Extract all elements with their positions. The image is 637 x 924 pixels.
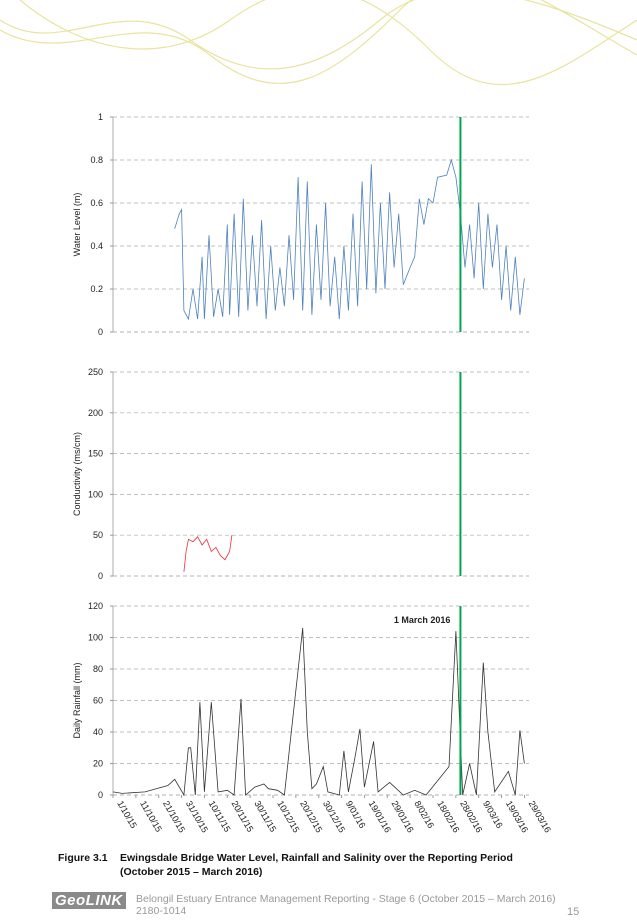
y-axis-title: Conductivity (ms/cm) — [72, 432, 82, 516]
y-tick-label: 60 — [93, 696, 103, 706]
y-tick-label: 0 — [98, 327, 103, 337]
page-number: 15 — [567, 906, 580, 918]
footer: Belongil Estuary Entrance Management Rep… — [136, 893, 576, 917]
y-tick-label: 50 — [93, 530, 103, 540]
data-line — [174, 158, 525, 321]
y-tick-label: 0 — [98, 571, 103, 581]
y-tick-label: 120 — [88, 601, 103, 611]
x-tick-label: 9/01/16 — [344, 799, 368, 830]
x-tick-label: 11/10/15 — [138, 799, 164, 834]
x-tick-label: 31/10/15 — [184, 799, 210, 834]
x-tick-label: 21/10/15 — [161, 799, 187, 834]
x-tick-label: 29/03/16 — [527, 799, 553, 834]
logo: GeoLINK — [52, 892, 126, 909]
x-tick-label: 30/12/15 — [321, 799, 347, 834]
caption-text: Ewingsdale Bridge Water Level, Rainfall … — [120, 852, 513, 864]
caption: Figure 3.1 Ewingsdale Bridge Water Level,… — [58, 851, 578, 879]
y-tick-label: 0.8 — [90, 155, 103, 165]
y-tick-label: 150 — [88, 449, 103, 459]
data-line — [112, 627, 525, 797]
x-tick-label: 20/11/15 — [230, 799, 256, 834]
x-tick-label: 20/12/15 — [298, 799, 324, 834]
y-tick-label: 0.6 — [90, 198, 103, 208]
x-tick-label: 1/10/15 — [115, 799, 139, 830]
x-tick-label: 8/02/16 — [412, 799, 436, 830]
x-tick-label: 19/03/16 — [504, 799, 530, 834]
x-tick-label: 9/03/16 — [481, 799, 505, 830]
y-tick-label: 200 — [88, 408, 103, 418]
y-tick-label: 0 — [98, 790, 103, 800]
y-axis-title: Daily Rainfall (mm) — [72, 662, 82, 738]
x-tick-label: 19/01/16 — [367, 799, 393, 834]
y-axis-title: Water Level (m) — [72, 193, 82, 257]
caption-number: Figure 3.1 — [58, 852, 108, 864]
x-tick-label: 30/11/15 — [252, 799, 278, 834]
footer-ref: 2180-1014 — [136, 905, 187, 917]
x-tick-label: 10/12/15 — [275, 799, 301, 834]
header-waves — [0, 0, 637, 86]
x-tick-label: 18/02/16 — [435, 799, 461, 834]
y-tick-label: 0.4 — [90, 241, 103, 251]
caption-text: (October 2015 – March 2016) — [120, 866, 263, 878]
x-tick-label: 28/02/16 — [458, 799, 484, 834]
data-line — [183, 535, 233, 572]
y-tick-label: 100 — [88, 489, 103, 499]
y-tick-label: 250 — [88, 367, 103, 377]
y-tick-label: 20 — [93, 759, 103, 769]
x-tick-label: 29/01/16 — [390, 799, 416, 834]
y-tick-label: 0.2 — [90, 284, 103, 294]
footer-text: Belongil Estuary Entrance Management Rep… — [136, 893, 556, 905]
y-tick-label: 1 — [98, 112, 103, 122]
y-tick-label: 80 — [93, 664, 103, 674]
y-tick-label: 100 — [88, 633, 103, 643]
y-tick-label: 40 — [93, 727, 103, 737]
annotation: 1 March 2016 — [394, 615, 451, 625]
